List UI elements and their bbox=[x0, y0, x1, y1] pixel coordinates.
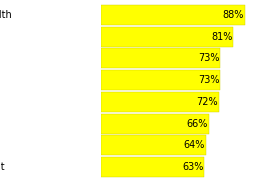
Text: 81%: 81% bbox=[211, 32, 233, 42]
Text: 73%: 73% bbox=[198, 75, 219, 85]
Bar bbox=[101, 27, 233, 47]
Bar bbox=[101, 135, 206, 155]
Text: General health: General health bbox=[0, 10, 11, 20]
Text: Manage/treat: Manage/treat bbox=[0, 162, 4, 172]
Text: 88%: 88% bbox=[223, 10, 244, 20]
Bar bbox=[101, 157, 204, 177]
Text: 72%: 72% bbox=[196, 97, 218, 107]
Text: 64%: 64% bbox=[183, 140, 205, 150]
Bar bbox=[101, 70, 220, 90]
Bar bbox=[101, 48, 220, 68]
Text: 73%: 73% bbox=[198, 53, 219, 63]
Bar bbox=[101, 5, 245, 25]
Text: 66%: 66% bbox=[187, 119, 208, 129]
Bar bbox=[101, 92, 219, 112]
Bar bbox=[101, 114, 209, 134]
Text: 63%: 63% bbox=[182, 162, 203, 172]
